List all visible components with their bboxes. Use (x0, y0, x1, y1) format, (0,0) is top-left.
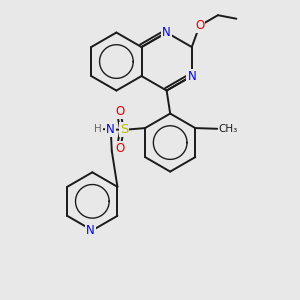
Text: N: N (86, 224, 95, 237)
Text: N: N (106, 123, 115, 136)
Text: H: H (94, 124, 102, 134)
Text: O: O (195, 19, 204, 32)
Text: S: S (120, 123, 128, 136)
Text: N: N (162, 26, 171, 39)
Text: N: N (188, 70, 196, 83)
Text: O: O (116, 142, 125, 155)
Text: O: O (116, 105, 125, 118)
Text: CH₃: CH₃ (219, 124, 238, 134)
